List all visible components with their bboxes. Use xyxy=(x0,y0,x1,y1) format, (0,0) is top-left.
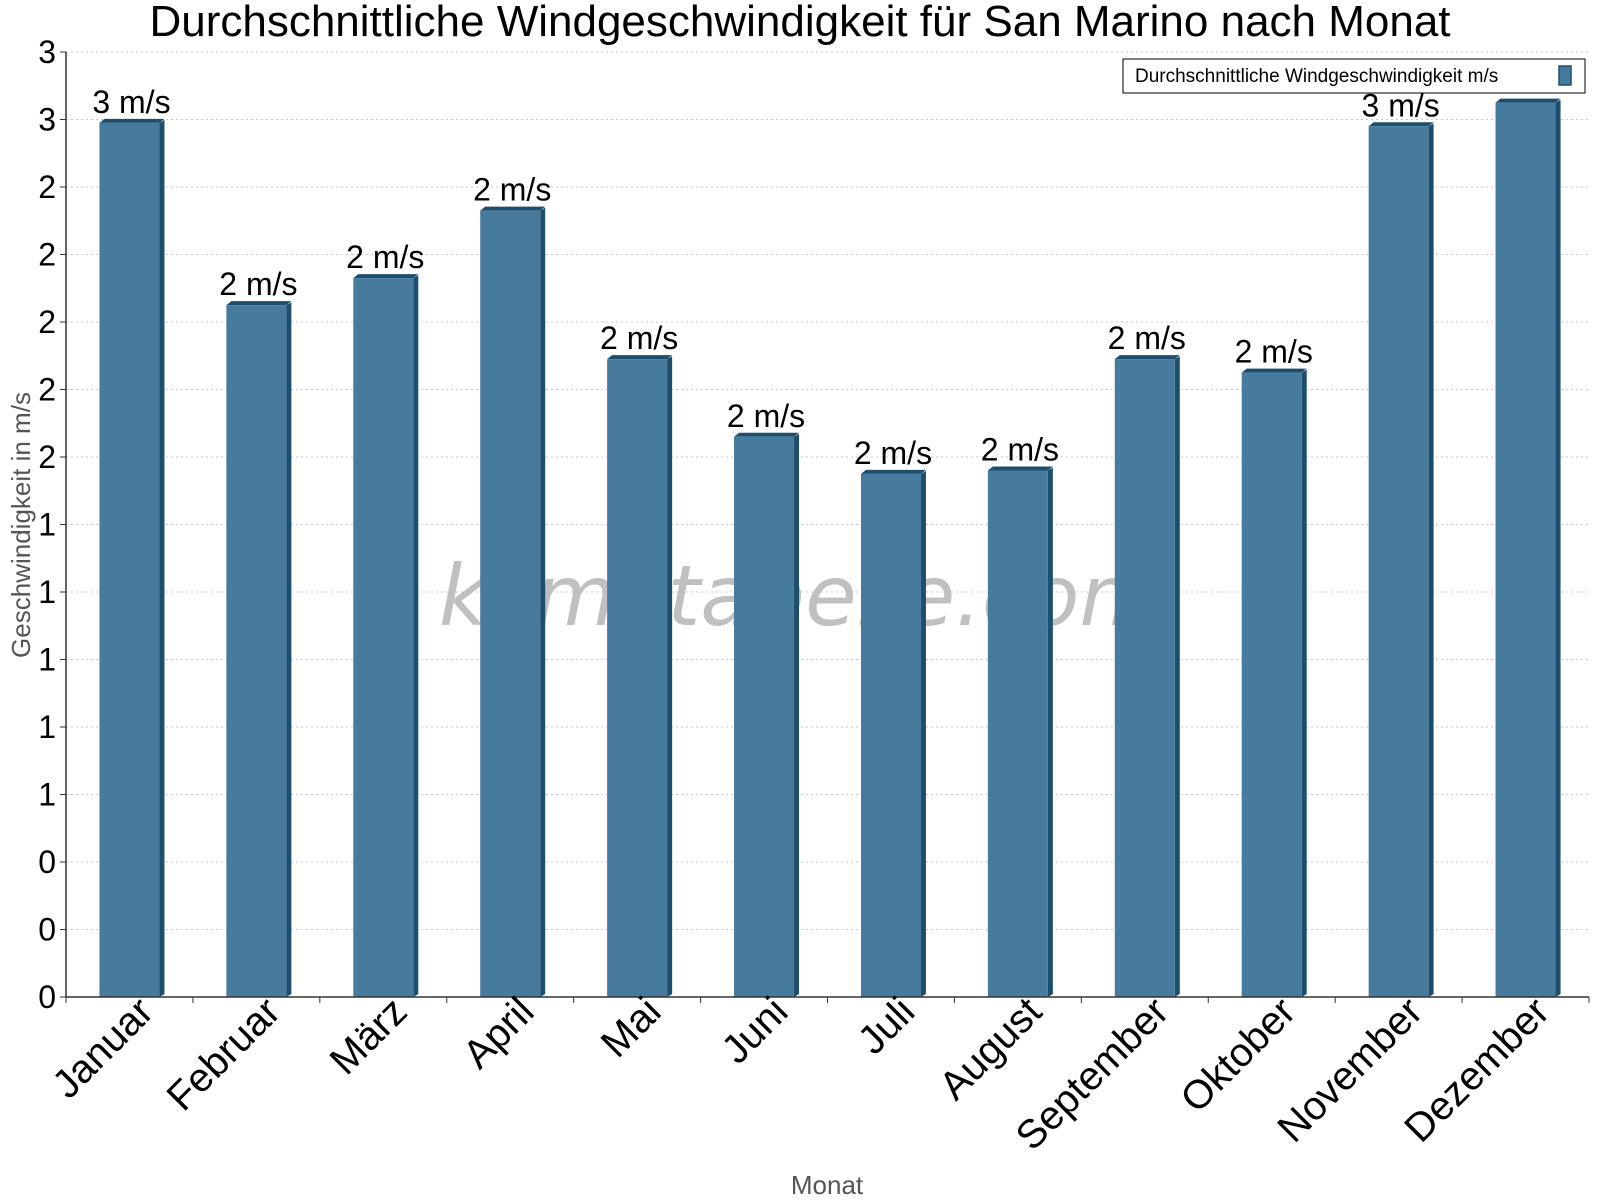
y-tick-label: 1 xyxy=(38,642,56,678)
bar-juni xyxy=(734,432,800,997)
bar-face xyxy=(1241,372,1302,997)
data-label: 2 m/s xyxy=(219,266,297,302)
legend-label: Durchschnittliche Windgeschwindigkeit m/… xyxy=(1135,66,1498,87)
x-tick-label: Januar xyxy=(44,989,162,1107)
bar-mai xyxy=(607,355,673,997)
legend-box xyxy=(1122,58,1586,94)
bar-august xyxy=(987,466,1053,997)
bar-face xyxy=(353,278,414,997)
bar-face xyxy=(480,210,541,997)
data-label: 3 m/s xyxy=(92,84,170,120)
bar-side xyxy=(794,433,800,997)
y-tick-label: 3 xyxy=(38,102,56,138)
bar-september xyxy=(1114,355,1180,997)
bar-side xyxy=(1301,369,1307,997)
bar-top xyxy=(353,274,419,279)
x-tick-label: Oktober xyxy=(1172,989,1304,1121)
data-labels: 3 m/s 2 m/s 2 m/s 2 m/s 2 m/s 2 m/s 2 m/s 2 m/s… xyxy=(92,64,1566,471)
bar-face xyxy=(734,436,795,997)
data-label: 2 m/s xyxy=(981,432,1059,468)
bar-side xyxy=(540,207,546,997)
legend-swatch xyxy=(1558,65,1572,86)
bar-face xyxy=(226,305,287,997)
y-tick-label: 2 xyxy=(38,439,56,475)
bar-top xyxy=(607,355,673,360)
bar-side xyxy=(667,356,673,997)
bar-top xyxy=(99,118,165,123)
bar-top xyxy=(1495,98,1561,103)
bar-face xyxy=(1495,102,1556,997)
bar-face xyxy=(860,473,921,997)
bar-face xyxy=(607,359,668,997)
y-axis-title: Geschwindigkeit in m/s xyxy=(6,392,36,658)
bar-dezember xyxy=(1495,98,1561,997)
bar-face xyxy=(1114,359,1175,997)
y-tick-labels: 0 0 0 1 1 1 1 1 2 2 2 2 2 3 3 xyxy=(38,34,66,1015)
data-label: 2 m/s xyxy=(473,172,551,208)
bar-side xyxy=(1555,99,1561,997)
bar-top xyxy=(987,466,1053,471)
y-tick-label: 2 xyxy=(38,372,56,408)
bar-face xyxy=(99,122,160,997)
bar-side xyxy=(286,302,292,997)
bar-side xyxy=(920,470,926,997)
bar-top xyxy=(1241,368,1307,373)
data-label: 2 m/s xyxy=(600,320,678,356)
bar-januar xyxy=(99,118,165,997)
y-tick-label: 0 xyxy=(38,844,56,880)
bar-top xyxy=(1114,355,1180,360)
legend: Durchschnittliche Windgeschwindigkeit m/… xyxy=(1122,58,1586,94)
bar-side xyxy=(1047,467,1053,997)
data-label: 2 m/s xyxy=(854,435,932,471)
bar-november xyxy=(1368,122,1434,997)
chart-title: Durchschnittliche Windgeschwindigkeit fü… xyxy=(149,0,1450,46)
bar-side xyxy=(159,119,165,997)
y-tick-label: 3 xyxy=(38,34,56,70)
x-tick-label: August xyxy=(931,989,1050,1108)
data-label: 2 m/s xyxy=(346,239,424,275)
bar-side xyxy=(1428,123,1434,997)
y-tick-label: 2 xyxy=(38,237,56,273)
bars xyxy=(99,98,1561,997)
y-tick-label: 0 xyxy=(38,979,56,1015)
data-label: 2 m/s xyxy=(1108,320,1186,356)
y-tick-label: 1 xyxy=(38,574,56,610)
bar-märz xyxy=(353,274,419,997)
x-tick-label: April xyxy=(455,989,543,1077)
bar-juli xyxy=(860,469,926,997)
data-label: 2 m/s xyxy=(1235,334,1313,370)
bar-face xyxy=(1368,126,1429,997)
y-tick-label: 2 xyxy=(38,169,56,205)
x-tick-label: Mai xyxy=(593,989,670,1066)
bar-top xyxy=(226,301,292,306)
x-tick-label: März xyxy=(322,989,416,1083)
y-tick-label: 1 xyxy=(38,777,56,813)
bar-top xyxy=(1368,122,1434,127)
x-tick-label: Februar xyxy=(159,989,289,1119)
y-tick-label: 1 xyxy=(38,507,56,543)
x-tick-label: Juni xyxy=(713,989,796,1072)
bar-side xyxy=(413,275,419,997)
bar-februar xyxy=(226,301,292,997)
bar-face xyxy=(987,470,1048,997)
x-tick-label: Juli xyxy=(850,989,924,1063)
x-axis-title: Monat xyxy=(791,1170,864,1200)
bar-top xyxy=(480,206,546,211)
bar-side xyxy=(1174,356,1180,997)
bar-april xyxy=(480,206,546,997)
y-tick-label: 0 xyxy=(38,912,56,948)
y-tick-label: 2 xyxy=(38,304,56,340)
bar-top xyxy=(860,469,926,474)
y-tick-label: 1 xyxy=(38,709,56,745)
bar-top xyxy=(734,432,800,437)
data-label: 2 m/s xyxy=(727,398,805,434)
bar-oktober xyxy=(1241,368,1307,997)
gridlines xyxy=(66,51,1589,930)
